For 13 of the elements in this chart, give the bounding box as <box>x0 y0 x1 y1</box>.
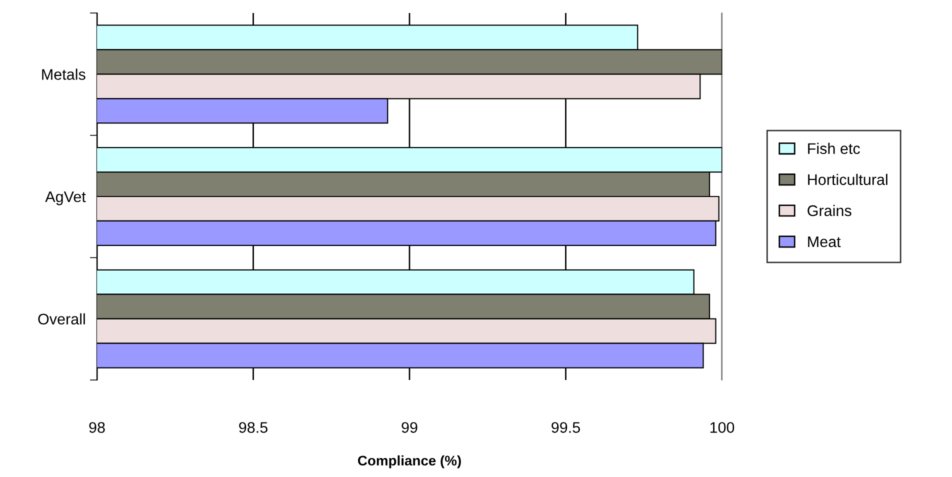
x-tick-label: 98.5 <box>239 422 268 433</box>
y-tick-label: Metals <box>42 68 86 80</box>
x-axis-title: Compliance (%) <box>358 455 461 468</box>
x-tick-label: 100 <box>710 422 734 433</box>
legend-label: Fish etc <box>808 142 860 154</box>
x-tick-label: 99 <box>402 422 418 433</box>
x-tick-label: 98 <box>89 422 105 433</box>
legend-label: Grains <box>808 204 852 216</box>
y-tick-label: Overall <box>38 313 85 325</box>
y-tick-label: AgVet <box>45 192 86 206</box>
legend-label: Meat <box>808 236 841 248</box>
x-tick-label: 99.5 <box>552 422 580 433</box>
legend-label: Horticultural <box>808 174 888 186</box>
